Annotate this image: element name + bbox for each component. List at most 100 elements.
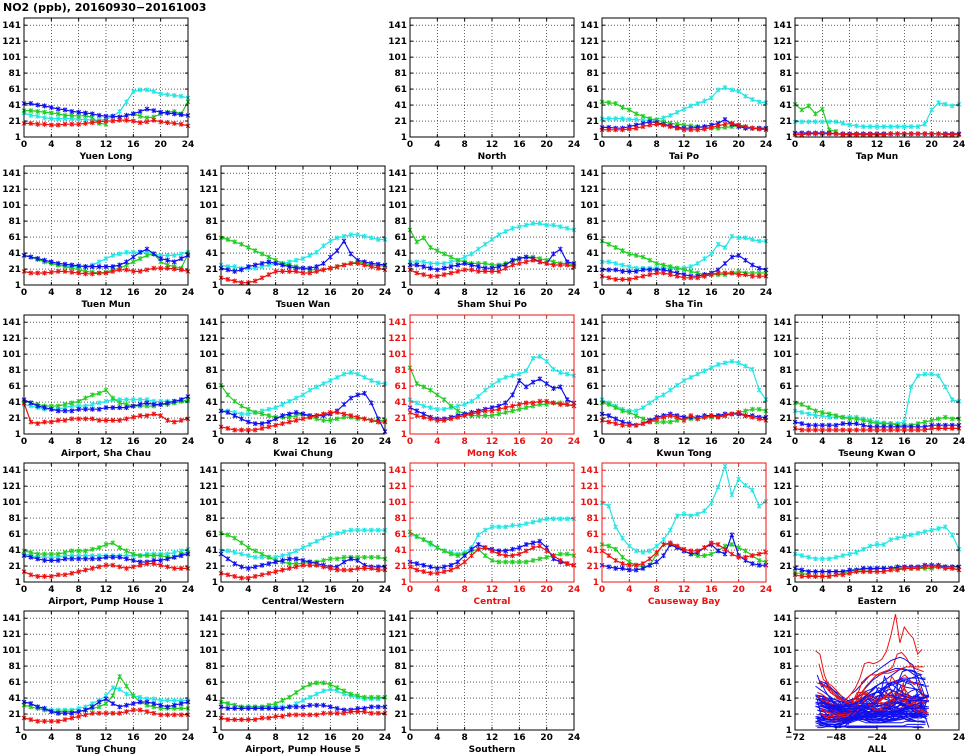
data-point: [537, 398, 543, 404]
data-point: [368, 565, 374, 571]
x-tick-label: 12: [100, 585, 113, 595]
data-point: [375, 567, 381, 573]
data-point: [117, 108, 123, 114]
data-point: [48, 709, 54, 715]
data-point: [537, 354, 543, 360]
data-point: [55, 116, 61, 122]
data-point: [806, 411, 812, 417]
y-tick-label: 101: [2, 646, 21, 656]
data-point: [252, 278, 258, 284]
data-point: [441, 564, 447, 570]
data-point: [259, 562, 265, 568]
data-point: [42, 419, 47, 425]
x-tick-label: 20: [351, 437, 364, 447]
panel-frame: [794, 462, 960, 583]
data-point: [35, 270, 41, 276]
data-point: [469, 411, 474, 417]
data-point: [819, 106, 825, 112]
y-tick-label: 121: [199, 630, 218, 640]
data-point: [661, 392, 666, 398]
data-point: [826, 573, 832, 579]
data-point: [606, 127, 612, 133]
data-point: [756, 557, 762, 563]
data-point: [137, 707, 143, 713]
data-point: [749, 406, 755, 412]
data-point: [908, 384, 914, 390]
data-point: [42, 270, 47, 276]
data-point: [936, 131, 941, 137]
data-point: [375, 380, 381, 386]
data-point: [840, 427, 846, 433]
data-point: [341, 529, 347, 535]
data-point: [266, 419, 272, 425]
data-point: [321, 267, 326, 273]
data-point: [715, 362, 721, 368]
data-point: [489, 548, 495, 554]
data-point: [854, 569, 859, 575]
data-point: [620, 262, 625, 268]
data-point: [55, 408, 61, 414]
data-point: [144, 87, 150, 93]
data-point: [482, 260, 488, 266]
data-point: [76, 713, 82, 719]
data-point: [749, 414, 755, 420]
data-point: [273, 416, 279, 422]
data-point: [867, 124, 873, 130]
data-point: [362, 233, 367, 239]
data-point: [743, 413, 748, 419]
data-point: [756, 387, 762, 393]
data-point: [225, 705, 231, 711]
data-point: [252, 705, 258, 711]
data-point: [936, 564, 941, 570]
data-point: [654, 559, 660, 565]
series-red: [21, 561, 191, 579]
x-tick-label: −72: [785, 733, 805, 743]
data-point: [503, 400, 509, 406]
y-tick-label: 41: [779, 101, 792, 111]
x-tick-label: 12: [486, 733, 499, 743]
data-point: [510, 546, 515, 552]
data-point: [286, 411, 292, 417]
data-point: [35, 704, 41, 710]
data-point: [293, 395, 299, 401]
data-point: [523, 222, 529, 228]
y-tick-label: 81: [8, 217, 21, 227]
data-point: [225, 425, 231, 431]
x-tick-label: 12: [486, 288, 499, 298]
data-point: [83, 416, 88, 422]
data-point: [130, 551, 136, 557]
data-point: [286, 264, 292, 270]
data-point: [341, 411, 347, 417]
panel-label: Tuen Mun: [82, 300, 131, 310]
data-point: [489, 413, 495, 419]
data-point: [414, 533, 420, 539]
data-point: [239, 241, 244, 247]
x-tick-label: 0: [218, 733, 224, 743]
data-point: [158, 265, 164, 271]
data-point: [695, 371, 701, 377]
data-point: [55, 572, 61, 578]
x-tick-label: 24: [568, 140, 581, 150]
data-point: [96, 119, 102, 125]
data-point: [881, 569, 887, 575]
data-point: [355, 709, 361, 715]
y-tick-label: 41: [8, 546, 21, 556]
data-point: [530, 400, 536, 406]
data-point: [482, 408, 488, 414]
data-point: [929, 417, 935, 423]
y-tick-label: 81: [586, 217, 599, 227]
data-point: [137, 397, 143, 403]
y-tick-label: 101: [2, 201, 21, 211]
data-point: [606, 275, 612, 281]
data-point: [355, 260, 361, 266]
data-point: [756, 273, 762, 279]
panel-label: Tsuen Wan: [276, 300, 330, 310]
data-point: [922, 564, 928, 570]
data-point: [564, 561, 570, 567]
data-point: [557, 246, 563, 252]
data-point: [83, 120, 88, 126]
data-point: [736, 409, 742, 415]
data-point: [151, 251, 157, 257]
